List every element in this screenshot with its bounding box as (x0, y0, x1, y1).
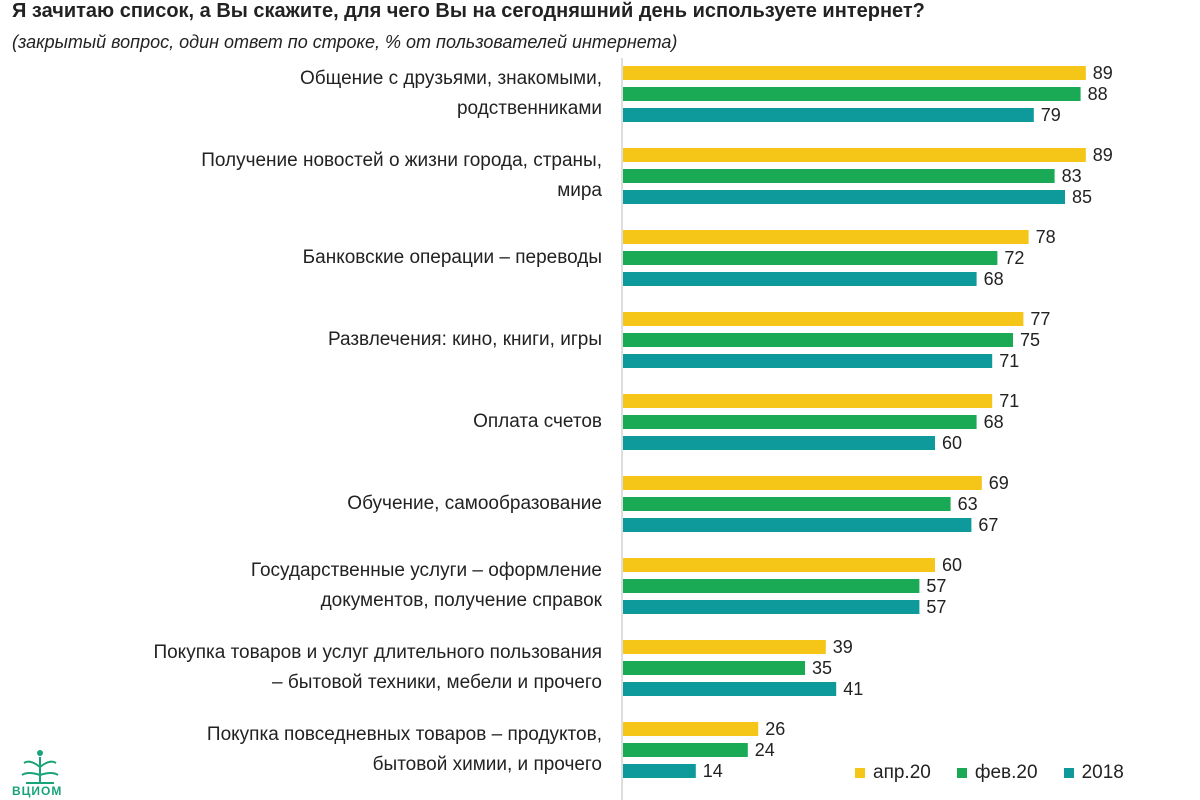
legend-item-apr20: апр.20 (855, 762, 931, 784)
data-label-5-0: 69 (989, 473, 1009, 493)
data-label-0-1: 88 (1088, 84, 1108, 104)
category-label-5: Обучение, самообразование (42, 489, 602, 519)
legend: апр.20 фев.20 2018 (855, 762, 1124, 784)
bar-3-1 (623, 333, 1013, 347)
legend-swatch-feb20 (956, 768, 967, 778)
bar-3-0 (623, 312, 1024, 326)
data-label-8-2: 14 (703, 761, 723, 781)
data-label-6-0: 60 (942, 555, 962, 575)
data-label-6-1: 57 (926, 576, 946, 596)
category-label-line: Обучение, самообразование (347, 493, 602, 514)
bar-2-1 (623, 251, 998, 265)
legend-label-apr20: апр.20 (873, 762, 931, 783)
data-label-4-1: 68 (984, 412, 1004, 432)
legend-item-feb20: фев.20 (956, 762, 1038, 784)
bar-1-1 (623, 169, 1055, 183)
category-label-line: документов, получение справок (320, 590, 602, 611)
vciom-logo-icon (21, 750, 59, 784)
bar-0-1 (623, 87, 1081, 101)
category-label-4: Оплата счетов (42, 407, 602, 437)
category-label-line: Оплата счетов (473, 411, 602, 432)
category-label-1: Получение новостей о жизни города, стран… (42, 146, 602, 206)
category-label-line: Общение с друзьями, знакомыми, (300, 68, 602, 89)
bar-1-2 (623, 190, 1065, 204)
bar-0-2 (623, 108, 1034, 122)
legend-label-feb20: фев.20 (974, 762, 1038, 783)
data-label-5-1: 63 (958, 494, 978, 514)
category-label-line: Покупка товаров и услуг длительного поль… (153, 642, 602, 663)
category-label-line: бытовой химии, и прочего (372, 754, 602, 775)
category-label-7: Покупка товаров и услуг длительного поль… (42, 638, 602, 698)
bar-6-1 (623, 579, 920, 593)
category-label-line: Получение новостей о жизни города, стран… (201, 150, 602, 171)
logo-text: ВЦИОМ (12, 784, 63, 798)
bar-4-2 (623, 436, 935, 450)
data-label-2-1: 72 (1004, 248, 1024, 268)
category-label-0: Общение с друзьями, знакомыми, родственни… (42, 64, 602, 124)
data-label-1-1: 83 (1062, 166, 1082, 186)
data-label-8-0: 26 (765, 719, 785, 739)
legend-label-2018: 2018 (1081, 762, 1124, 783)
bar-6-0 (623, 558, 935, 572)
category-label-3: Развлечения: кино, книги, игры (42, 325, 602, 355)
bar-7-0 (623, 640, 826, 654)
bar-5-0 (623, 476, 982, 490)
bar-4-1 (623, 415, 977, 429)
category-label-line: Развлечения: кино, книги, игры (327, 329, 602, 350)
data-label-5-2: 67 (978, 515, 998, 535)
bar-2-2 (623, 272, 977, 286)
category-label-8: Покупка повседневных товаров – продуктов… (42, 720, 602, 780)
data-label-7-0: 39 (833, 637, 853, 657)
data-label-3-2: 71 (999, 351, 1019, 371)
bar-1-0 (623, 148, 1086, 162)
legend-item-2018: 2018 (1063, 762, 1124, 784)
data-label-2-0: 78 (1036, 227, 1056, 247)
category-label-line: – бытовой техники, мебели и прочего (272, 672, 602, 693)
data-label-8-1: 24 (755, 740, 775, 760)
bar-5-2 (623, 518, 972, 532)
category-label-line: Государственные услуги – оформление (250, 560, 602, 581)
category-label-line: родственниками (456, 98, 602, 119)
bar-8-0 (623, 722, 759, 736)
data-label-6-2: 57 (926, 597, 946, 617)
category-label-line: Банковские операции – переводы (302, 247, 602, 268)
bar-7-1 (623, 661, 805, 675)
bar-2-0 (623, 230, 1029, 244)
bar-4-0 (623, 394, 993, 408)
bar-8-2 (623, 764, 696, 778)
data-label-4-0: 71 (999, 391, 1019, 411)
chart-title: Я зачитаю список, а Вы скажите, для чего… (12, 0, 925, 22)
category-label-6: Государственные услуги – оформление докум… (42, 556, 602, 616)
data-label-1-2: 85 (1072, 187, 1092, 207)
category-label-line: мира (557, 180, 602, 201)
data-label-1-0: 89 (1093, 145, 1113, 165)
bar-5-1 (623, 497, 951, 511)
data-label-0-2: 79 (1041, 105, 1061, 125)
bar-6-2 (623, 600, 920, 614)
bar-7-2 (623, 682, 837, 696)
bar-8-1 (623, 743, 748, 757)
data-label-2-2: 68 (984, 269, 1004, 289)
legend-swatch-2018 (1063, 768, 1074, 778)
data-label-4-2: 60 (942, 433, 962, 453)
data-label-3-1: 75 (1020, 330, 1040, 350)
bar-0-0 (623, 66, 1086, 80)
data-label-7-2: 41 (843, 679, 863, 699)
data-label-0-0: 89 (1093, 63, 1113, 83)
category-label-2: Банковские операции – переводы (42, 243, 602, 273)
bar-3-2 (623, 354, 993, 368)
data-label-7-1: 35 (812, 658, 832, 678)
category-label-line: Покупка повседневных товаров – продуктов… (206, 724, 602, 745)
chart-subtitle: (закрытый вопрос, один ответ по строке, … (12, 32, 678, 52)
data-label-3-0: 77 (1030, 309, 1050, 329)
legend-swatch-apr20 (855, 768, 865, 778)
